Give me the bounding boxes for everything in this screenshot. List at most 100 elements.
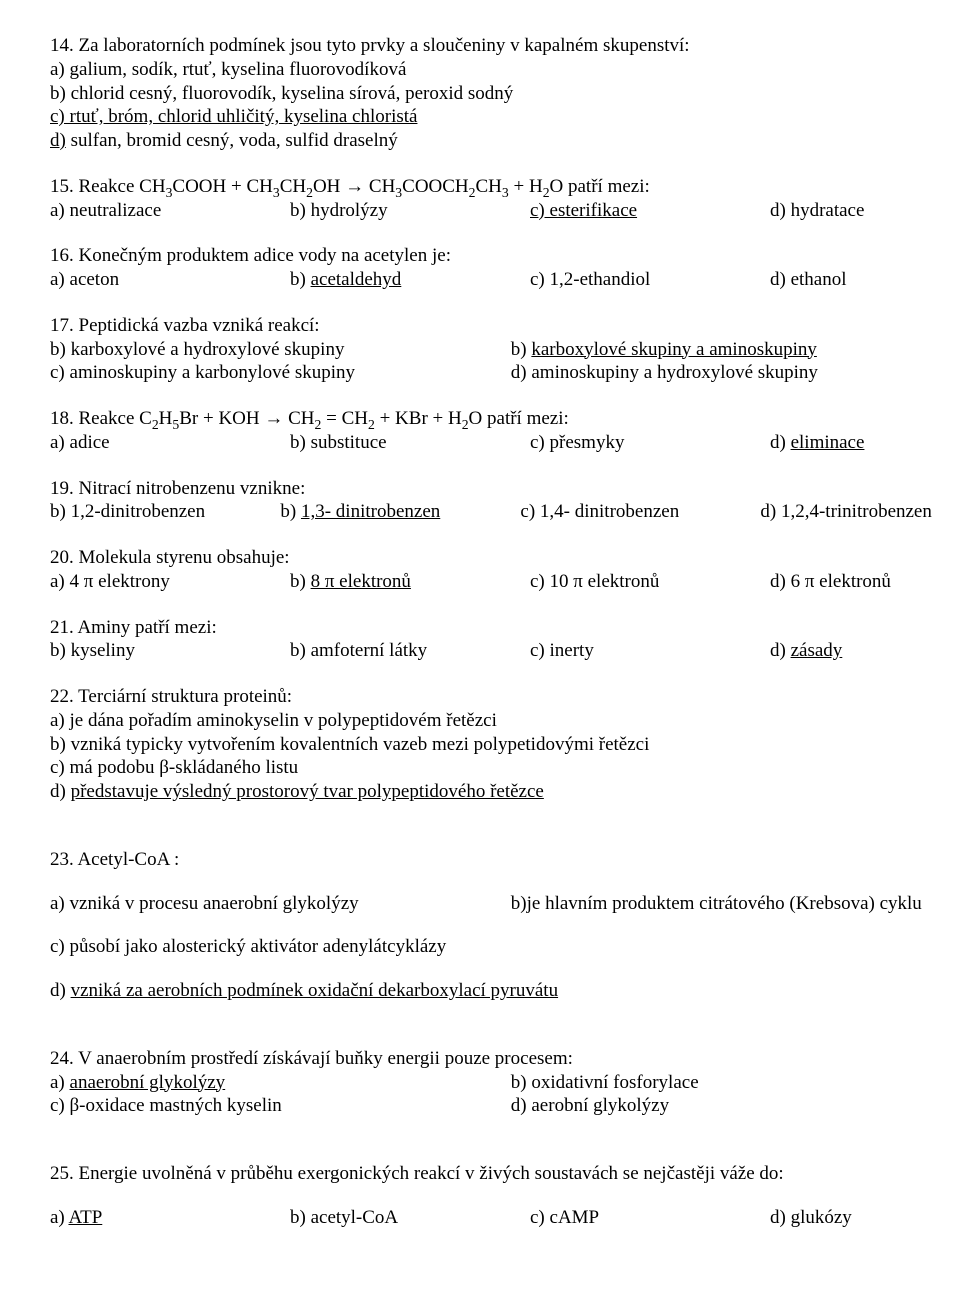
q14-stem: 14. Za laboratorních podmínek jsou tyto … (50, 34, 960, 58)
q18-d-u: eliminace (791, 432, 865, 453)
q15-d: d) hydratace (770, 199, 960, 223)
question-22: 22. Terciární struktura proteinů: a) je … (50, 685, 960, 804)
q15-a: a) neutralizace (50, 199, 290, 223)
q15-c: c) esterifikace (530, 199, 770, 223)
q15-stem-p6: + H (509, 176, 543, 197)
q23-d: d) vzniká za aerobních podmínek oxidační… (50, 979, 960, 1003)
q21-d-pre: d) (770, 640, 791, 661)
question-16: 16. Konečným produktem adice vody na ace… (50, 244, 960, 292)
q15-stem: 15. Reakce CH3COOH + CH3CH2OH → CH3COOCH… (50, 175, 960, 199)
q25-options: a) ATP b) acetyl-CoA c) cAMP d) glukózy (50, 1206, 960, 1230)
q15-stem-p1: COOH + CH (172, 176, 272, 197)
q16-stem: 16. Konečným produktem adice vody na ace… (50, 244, 960, 268)
q14-d-pre: d) (50, 130, 66, 151)
q14-c-text: c) rtuť, bróm, chlorid uhličitý, kyselin… (50, 106, 417, 127)
sub-2: 2 (469, 185, 476, 200)
question-25: 25. Energie uvolněná v průběhu exergonic… (50, 1162, 960, 1230)
q14-d: d) sulfan, bromid cesný, voda, sulfid dr… (50, 129, 960, 153)
q23-b: b)je hlavním produktem citrátového (Kreb… (511, 892, 960, 916)
q19-b2-u: 1,3- dinitrobenzen (301, 501, 440, 522)
q24-a: a) anaerobní glykolýzy (50, 1071, 511, 1095)
question-17: 17. Peptidická vazba vzniká reakcí: b) k… (50, 314, 960, 385)
q14-d-rest: sulfan, bromid cesný, voda, sulfid drase… (66, 130, 398, 151)
q19-b2-pre: b) (280, 501, 301, 522)
q23-stem: 23. Acetyl-CoA : (50, 848, 960, 872)
q21-stem: 21. Aminy patří mezi: (50, 616, 960, 640)
q15-stem-suffix: O patří mezi: (550, 176, 650, 197)
q22-b: b) vzniká typicky vytvořením kovalentníc… (50, 733, 960, 757)
question-20: 20. Molekula styrenu obsahuje: a) 4 π el… (50, 546, 960, 594)
q25-a-pre: a) (50, 1207, 68, 1228)
q19-options: b) 1,2-dinitrobenzen b) 1,3- dinitrobenz… (50, 500, 960, 524)
q16-b: b) acetaldehyd (290, 268, 530, 292)
q20-a: a) 4 π elektrony (50, 570, 290, 594)
question-19: 19. Nitrací nitrobenzenu vznikne: b) 1,2… (50, 477, 960, 525)
sub-2: 2 (306, 185, 313, 200)
q25-a: a) ATP (50, 1206, 290, 1230)
sub-3: 3 (273, 185, 280, 200)
q14-b: b) chlorid cesný, fluorovodík, kyselina … (50, 82, 960, 106)
q22-d: d) představuje výsledný prostorový tvar … (50, 780, 960, 804)
q18-stem-p4: + KBr + H (375, 408, 462, 429)
q25-b: b) acetyl-CoA (290, 1206, 530, 1230)
q23-d-pre: d) (50, 980, 71, 1001)
q15-stem-p0: 15. Reakce CH (50, 176, 166, 197)
sub-2: 2 (543, 185, 550, 200)
question-15: 15. Reakce CH3COOH + CH3CH2OH → CH3COOCH… (50, 175, 960, 223)
q19-d: d) 1,2,4-trinitrobenzen (760, 500, 960, 524)
q25-a-u: ATP (68, 1207, 102, 1228)
question-24: 24. V anaerobním prostředí získávají buň… (50, 1047, 960, 1118)
q15-stem-p5: CH (476, 176, 502, 197)
q17-d1: d) aminoskupiny a hydroxylové skupiny (511, 361, 960, 385)
q14-c: c) rtuť, bróm, chlorid uhličitý, kyselin… (50, 105, 960, 129)
q18-c: c) přesmyky (530, 431, 770, 455)
q18-stem-suffix: O patří mezi: (469, 408, 569, 429)
q17-b2-u: karboxylové skupiny a aminoskupiny (531, 339, 817, 360)
q17-c1: c) aminoskupiny a karbonylové skupiny (50, 361, 511, 385)
q17-row1: b) karboxylové a hydroxylové skupiny b) … (50, 338, 960, 362)
q20-b-u: 8 π elektronů (311, 571, 411, 592)
q14-a: a) galium, sodík, rtuť, kyselina fluorov… (50, 58, 960, 82)
q18-d: d) eliminace (770, 431, 960, 455)
q25-stem: 25. Energie uvolněná v průběhu exergonic… (50, 1162, 960, 1186)
q20-b-pre: b) (290, 571, 311, 592)
q15-b: b) hydrolýzy (290, 199, 530, 223)
q16-d: d) ethanol (770, 268, 960, 292)
q24-c: c) β-oxidace mastných kyselin (50, 1094, 511, 1118)
q19-b2: b) 1,3- dinitrobenzen (280, 500, 520, 524)
q17-b2-pre: b) (511, 339, 532, 360)
question-23: 23. Acetyl-CoA : a) vzniká v procesu ana… (50, 848, 960, 1003)
q16-b-pre: b) (290, 269, 311, 290)
q17-b1: b) karboxylové a hydroxylové skupiny (50, 338, 511, 362)
q25-c: c) cAMP (530, 1206, 770, 1230)
q17-b2: b) karboxylové skupiny a aminoskupiny (511, 338, 960, 362)
q16-c: c) 1,2-ethandiol (530, 268, 770, 292)
q24-b: b) oxidativní fosforylace (511, 1071, 960, 1095)
q20-options: a) 4 π elektrony b) 8 π elektronů c) 10 … (50, 570, 960, 594)
q18-stem-p2: Br + KOH → CH (179, 408, 314, 429)
q17-stem: 17. Peptidická vazba vzniká reakcí: (50, 314, 960, 338)
q24-a-u: anaerobní glykolýzy (70, 1072, 226, 1093)
sub-3: 3 (502, 185, 509, 200)
q23-row1: a) vzniká v procesu anaerobní glykolýzy … (50, 892, 960, 916)
q17-row2: c) aminoskupiny a karbonylové skupiny d)… (50, 361, 960, 385)
q19-stem: 19. Nitrací nitrobenzenu vznikne: (50, 477, 960, 501)
q21-c: c) inerty (530, 639, 770, 663)
sub-2: 2 (152, 417, 159, 432)
q15-stem-p4: COOCH (402, 176, 469, 197)
q22-a: a) je dána pořadím aminokyselin v polype… (50, 709, 960, 733)
q19-c: c) 1,4- dinitrobenzen (520, 500, 760, 524)
q22-stem: 22. Terciární struktura proteinů: (50, 685, 960, 709)
q18-d-pre: d) (770, 432, 791, 453)
q25-d: d) glukózy (770, 1206, 960, 1230)
q24-d: d) aerobní glykolýzy (511, 1094, 960, 1118)
q22-c: c) má podobu β-skládaného listu (50, 756, 960, 780)
q24-stem: 24. V anaerobním prostředí získávají buň… (50, 1047, 960, 1071)
q21-d: d) zásady (770, 639, 960, 663)
q18-options: a) adice b) substituce c) přesmyky d) el… (50, 431, 960, 455)
q24-row2: c) β-oxidace mastných kyselin d) aerobní… (50, 1094, 960, 1118)
q15-stem-p2: CH (280, 176, 306, 197)
q18-stem-p3: = CH (321, 408, 368, 429)
q20-c: c) 10 π elektronů (530, 570, 770, 594)
q18-b: b) substituce (290, 431, 530, 455)
